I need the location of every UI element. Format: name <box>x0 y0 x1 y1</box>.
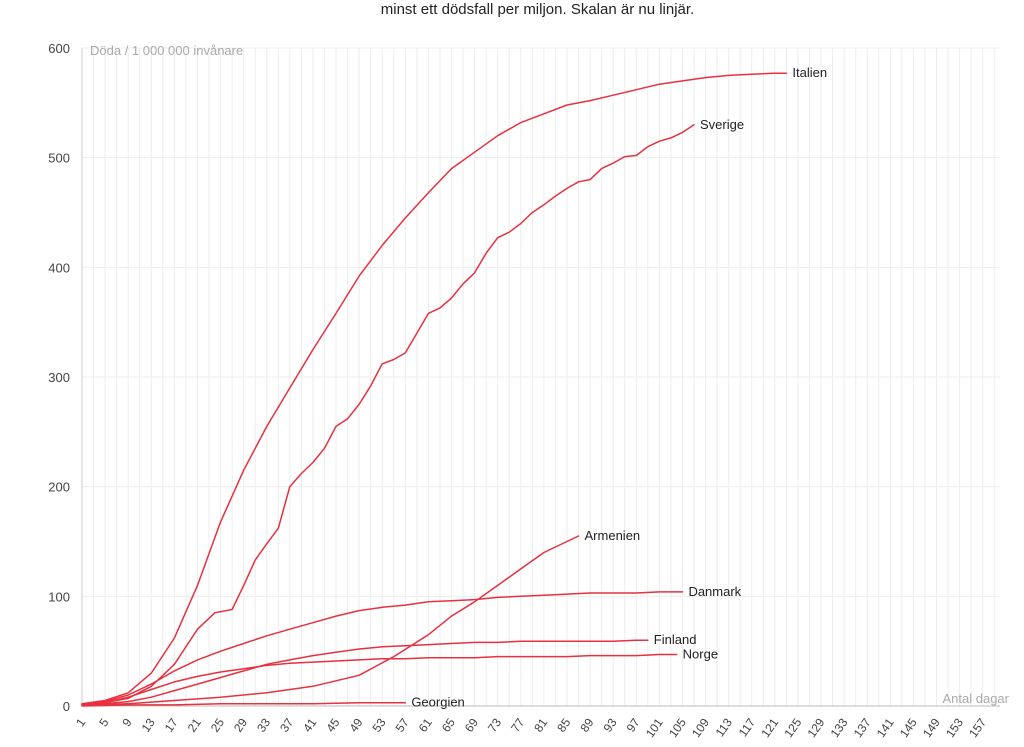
x-tick-label: 13 <box>139 715 158 734</box>
x-tick-label: 93 <box>600 715 619 734</box>
x-tick-label: 149 <box>920 715 943 740</box>
x-tick-label: 5 <box>96 715 111 729</box>
series-line-sverige <box>81 124 695 706</box>
series-line-danmark <box>81 591 684 706</box>
series-line-norge <box>81 653 678 706</box>
x-axis-title: Antal dagar <box>943 691 1010 706</box>
x-tick-label: 101 <box>643 715 666 740</box>
axis-layer: Döda / 1 000 000 invånare Antal dagar 01… <box>48 41 1009 740</box>
series-line-georgien <box>81 701 407 707</box>
x-tick-label: 33 <box>254 715 273 734</box>
series-layer: Italien Sverige Armenien Danmark FinlandNorg… <box>81 65 827 710</box>
x-tick-label: 153 <box>943 715 966 740</box>
x-tick-label: 73 <box>485 715 504 734</box>
x-tick-label: 97 <box>624 715 643 734</box>
series-label-armenien: Armenien <box>585 528 641 543</box>
x-tick-label: 81 <box>531 715 550 734</box>
series-line-finland <box>81 639 649 706</box>
y-tick-label: 100 <box>48 589 70 604</box>
x-tick-label: 21 <box>185 715 204 734</box>
y-tick-label: 0 <box>63 699 70 714</box>
y-tick-label: 200 <box>48 480 70 495</box>
x-tick-label: 37 <box>277 715 296 734</box>
x-tick-label: 85 <box>554 715 573 734</box>
x-tick-label: 57 <box>393 715 412 734</box>
y-tick-label: 500 <box>48 151 70 166</box>
series-label-italien: Italien <box>792 65 827 80</box>
x-tick-label: 77 <box>508 715 527 734</box>
x-tick-label: 137 <box>851 715 874 740</box>
x-tick-label: 45 <box>323 715 342 734</box>
x-tick-label: 113 <box>713 715 736 739</box>
chart-subtitle: minst ett dödsfall per miljon. Skalan är… <box>380 1 695 18</box>
x-tick-label: 121 <box>758 715 781 740</box>
series-label-danmark: Danmark <box>688 584 741 599</box>
series-label-norge: Norge <box>683 646 718 661</box>
x-tick-label: 117 <box>736 715 759 739</box>
x-tick-label: 129 <box>805 715 828 740</box>
x-tick-label: 89 <box>577 715 596 734</box>
x-tick-label: 25 <box>208 715 227 734</box>
x-tick-label: 61 <box>416 715 435 734</box>
x-tick-label: 53 <box>370 715 389 734</box>
x-tick-label: 9 <box>119 715 134 729</box>
x-tick-label: 157 <box>966 715 989 740</box>
series-label-finland: Finland <box>654 632 697 647</box>
x-tick-label: 29 <box>231 715 250 734</box>
x-tick-label: 65 <box>439 715 458 734</box>
x-tick-label: 49 <box>346 715 365 734</box>
x-tick-label: 145 <box>897 715 920 740</box>
x-tick-label: 141 <box>874 715 897 740</box>
x-tick-label: 41 <box>300 715 319 734</box>
y-tick-label: 300 <box>48 370 70 385</box>
y-axis-title: Döda / 1 000 000 invånare <box>90 43 243 58</box>
x-tick-label: 105 <box>666 715 689 740</box>
series-line-italien <box>81 72 788 705</box>
x-tick-label: 1 <box>73 715 88 729</box>
x-tick-label: 109 <box>689 715 712 740</box>
series-label-georgien: Georgien <box>411 695 464 710</box>
series-line-armenien <box>81 535 580 706</box>
x-tick-label: 17 <box>162 715 181 734</box>
y-tick-label: 600 <box>48 41 70 56</box>
grid-layer <box>81 47 1000 706</box>
x-tick-label: 69 <box>462 715 481 734</box>
series-label-sverige: Sverige <box>700 117 744 132</box>
x-tick-label: 133 <box>828 715 851 740</box>
x-tick-label: 125 <box>781 715 804 740</box>
y-tick-label: 400 <box>48 260 70 275</box>
